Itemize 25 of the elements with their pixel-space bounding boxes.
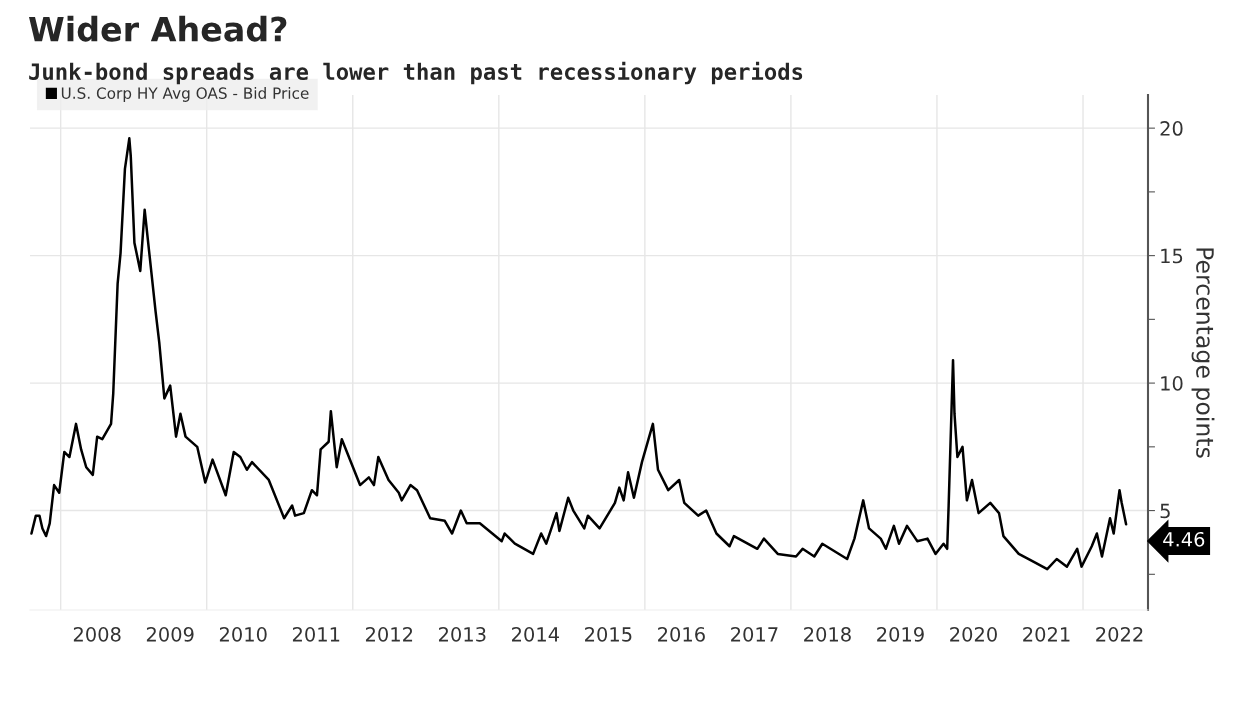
y-tick-label: 5 xyxy=(1160,503,1170,519)
x-tick-label: 2011 xyxy=(292,627,340,642)
x-tick-label: 2008 xyxy=(73,627,121,642)
x-tick-label: 2009 xyxy=(146,627,194,642)
x-tick-label: 2013 xyxy=(438,627,486,642)
x-tick-label: 2022 xyxy=(1096,627,1143,642)
legend-label: U.S. Corp HY Avg OAS - Bid Price xyxy=(61,87,309,102)
x-tick-label: 2012 xyxy=(365,627,413,642)
x-tick-label: 2020 xyxy=(950,627,997,642)
annotation: 4.46 xyxy=(1163,531,1205,547)
y-tick-label: 15 xyxy=(1161,248,1183,264)
x-tick-label: 2017 xyxy=(731,627,778,642)
chart-title: Wider Ahead? xyxy=(28,15,287,42)
y-tick-label: 20 xyxy=(1160,121,1183,136)
x-tick-label: 2019 xyxy=(877,627,924,642)
x-tick-label: 2010 xyxy=(219,627,267,642)
y-tick-label: 10 xyxy=(1161,376,1183,391)
x-tick-label: 2015 xyxy=(585,627,632,642)
x-tick-label: 2018 xyxy=(804,627,851,642)
line-series xyxy=(30,137,1128,571)
x-tick-label: 2021 xyxy=(1023,627,1070,642)
x-tick-label: 2016 xyxy=(658,627,705,642)
x-tick-label: 2014 xyxy=(512,627,559,642)
chart-subtitle: Junk-bond spreads are lower than past recessionary periods xyxy=(29,61,803,85)
y-axis-title: Percentage points xyxy=(1191,248,1215,458)
